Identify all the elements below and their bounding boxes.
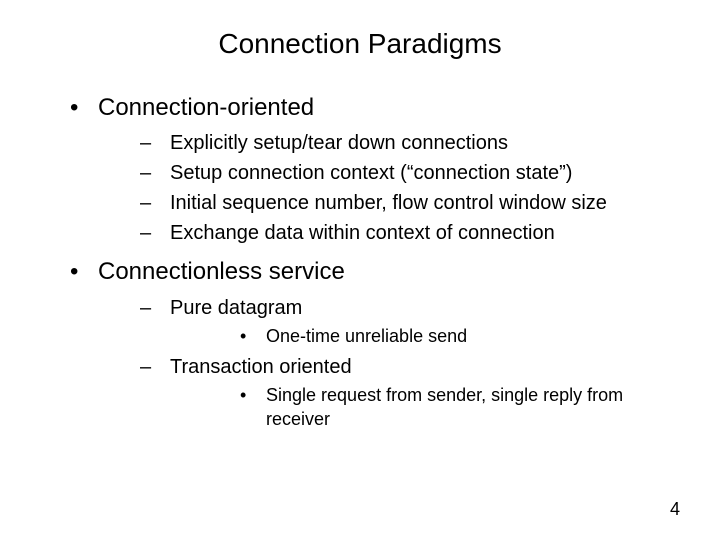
bullet-text: Single request from sender, single reply… (266, 385, 623, 428)
bullet-list-level3: One-time unreliable send (170, 325, 680, 348)
bullet-list-level1: Connection-oriented Explicitly setup/tea… (40, 92, 680, 431)
bullet-connection-oriented: Connection-oriented Explicitly setup/tea… (40, 92, 680, 246)
sub-bullet: Exchange data within context of connecti… (98, 220, 680, 246)
bullet-list-level3: Single request from sender, single reply… (170, 384, 680, 431)
bullet-list-level2: Explicitly setup/tear down connections S… (98, 130, 680, 246)
bullet-text: Explicitly setup/tear down connections (170, 132, 508, 154)
sub-bullet: Explicitly setup/tear down connections (98, 130, 680, 156)
slide: Connection Paradigms Connection-oriented… (0, 0, 720, 540)
bullet-list-level2: Pure datagram One-time unreliable send T… (98, 295, 680, 431)
sub-bullet: Setup connection context (“connection st… (98, 160, 680, 186)
bullet-text: Setup connection context (“connection st… (170, 162, 572, 184)
bullet-text: Connectionless service (98, 258, 345, 285)
sub-bullet: Initial sequence number, flow control wi… (98, 190, 680, 216)
bullet-text: Connection-oriented (98, 94, 314, 121)
bullet-text: One-time unreliable send (266, 326, 467, 346)
sub-sub-bullet: Single request from sender, single reply… (170, 384, 680, 431)
sub-bullet: Transaction oriented Single request from… (98, 354, 680, 431)
bullet-connectionless: Connectionless service Pure datagram One… (40, 256, 680, 431)
sub-sub-bullet: One-time unreliable send (170, 325, 680, 348)
page-number: 4 (670, 499, 680, 520)
bullet-text: Exchange data within context of connecti… (170, 222, 555, 244)
bullet-text: Transaction oriented (170, 356, 352, 378)
slide-title: Connection Paradigms (40, 28, 680, 60)
sub-bullet: Pure datagram One-time unreliable send (98, 295, 680, 348)
bullet-text: Initial sequence number, flow control wi… (170, 192, 607, 214)
bullet-text: Pure datagram (170, 297, 302, 319)
